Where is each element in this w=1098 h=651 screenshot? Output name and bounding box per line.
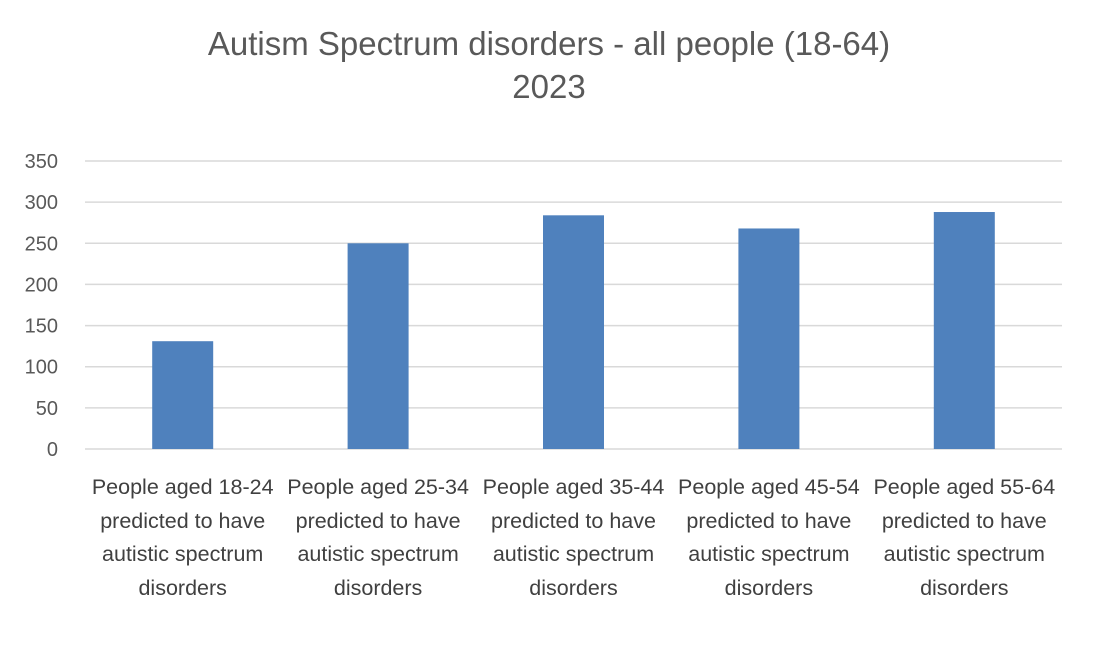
y-tick-label: 0 [47, 439, 58, 461]
bar [543, 215, 604, 449]
chart-title-line-1: Autism Spectrum disorders - all people (… [207, 25, 891, 62]
x-category-label: People aged 35-44 predicted to have auti… [482, 475, 665, 600]
x-category-label: People aged 18-24 predicted to have auti… [91, 475, 274, 600]
chart-title-line-2: 2023 [512, 68, 586, 105]
bar [347, 243, 409, 449]
bar [738, 228, 800, 449]
x-category-label: People aged 45-54 predicted to have auti… [678, 475, 860, 600]
x-category-label: People aged 25-34 predicted to have auti… [287, 475, 469, 600]
bar [933, 212, 995, 449]
y-tick-label: 300 [25, 192, 58, 214]
y-tick-label: 200 [25, 274, 58, 296]
y-tick-label: 100 [25, 357, 58, 379]
y-tick-label: 250 [25, 233, 58, 255]
bar [152, 341, 214, 449]
x-category-label: People aged 55-64 predicted to have auti… [873, 475, 1056, 600]
y-tick-label: 350 [25, 151, 58, 173]
chart-title: Autism Spectrum disorders - all people (… [0, 22, 1098, 108]
y-tick-label: 50 [36, 398, 58, 420]
y-tick-label: 150 [25, 316, 58, 338]
